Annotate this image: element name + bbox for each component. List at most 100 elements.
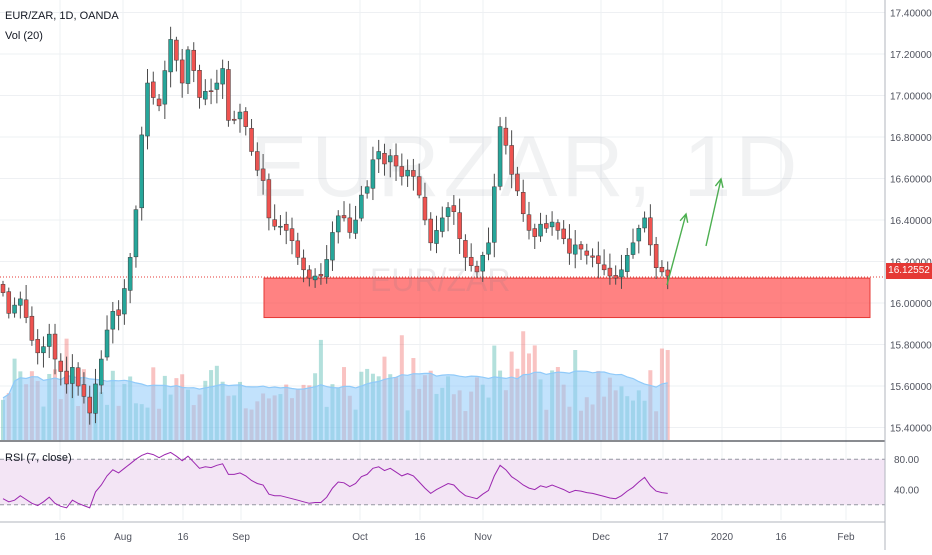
candle (434, 215, 439, 254)
candle (283, 211, 289, 245)
candle-body (318, 274, 324, 277)
candle-body (260, 168, 266, 181)
candles (0, 26, 670, 425)
candle (347, 203, 353, 239)
x-tick-label: Oct (352, 532, 368, 543)
candle-body (289, 228, 295, 242)
candle (359, 185, 364, 222)
candle (75, 362, 81, 396)
candle (145, 68, 150, 150)
x-tick-label: 16 (775, 532, 787, 543)
support-zone[interactable] (263, 277, 871, 319)
candle (99, 350, 104, 394)
candle (590, 248, 595, 268)
candle (307, 265, 312, 287)
candle-body (515, 173, 520, 192)
volume-indicator-label[interactable]: Vol (20) (5, 30, 43, 42)
projection-arrows[interactable] (666, 177, 724, 286)
candle (353, 205, 358, 239)
candle (440, 206, 445, 238)
candle-body (445, 207, 451, 217)
candle-body (590, 255, 595, 258)
candle-body (179, 59, 185, 84)
candle (64, 356, 69, 394)
candle-body (162, 70, 168, 105)
candle-body (416, 176, 422, 196)
candle-body (145, 82, 150, 137)
candle (538, 212, 543, 242)
candle (445, 202, 451, 232)
candle (636, 224, 642, 254)
candle-body (578, 244, 584, 250)
candle-body (278, 225, 283, 228)
candle-body (596, 255, 601, 264)
candle-body (480, 255, 485, 272)
candle (532, 223, 538, 250)
candle (468, 243, 474, 272)
candle-body (503, 127, 509, 146)
symbol-title[interactable]: EUR/ZAR, 1D, OANDA (5, 10, 119, 22)
candle-body (405, 169, 410, 177)
candle-body (428, 218, 433, 244)
candle (370, 146, 376, 201)
rsi-pane (0, 451, 885, 509)
candle (376, 139, 381, 174)
candle-body (139, 134, 144, 209)
candle-body (324, 259, 329, 278)
candle-body (341, 215, 347, 219)
candle (12, 297, 17, 318)
candle (555, 219, 561, 240)
candle (405, 159, 410, 187)
candle (110, 301, 116, 344)
candle (23, 284, 29, 324)
candle (127, 252, 133, 304)
candle-body (64, 370, 69, 385)
candle-body (624, 255, 630, 272)
candle (243, 107, 249, 136)
candle (151, 71, 156, 105)
arrow-shaft (666, 213, 687, 286)
y-tick-label: 17.20000 (890, 50, 932, 61)
y-tick-label: 16.40000 (890, 216, 932, 227)
y-tick-label: 17.40000 (890, 8, 932, 19)
candle-body (555, 222, 561, 231)
candle-body (266, 179, 272, 219)
candle (584, 243, 590, 265)
candle (237, 103, 243, 133)
candle-body (81, 384, 87, 397)
candle (341, 201, 347, 222)
candle-body (497, 126, 503, 187)
candle (220, 59, 225, 99)
y-tick-label: 15.80000 (890, 341, 932, 352)
candle (388, 149, 393, 178)
rsi-indicator-label[interactable]: RSI (7, close) (5, 452, 72, 464)
candle-body (538, 223, 543, 237)
candle-body (75, 367, 81, 387)
candle-body (393, 155, 399, 167)
candle-body (283, 223, 289, 231)
candle (295, 232, 301, 265)
candle (474, 260, 480, 278)
candle (35, 329, 40, 365)
y-tick-label: 15.40000 (890, 424, 932, 435)
candle-body (110, 311, 116, 330)
candle-body (382, 152, 387, 165)
support-zone-rect (263, 277, 871, 319)
candle (87, 385, 92, 425)
candle-body (93, 383, 98, 414)
candle-body (191, 49, 196, 71)
candle (335, 210, 341, 244)
candle (179, 48, 185, 98)
candle (278, 215, 283, 236)
candle (324, 245, 329, 284)
candle-body (526, 214, 532, 231)
candle-body (127, 257, 133, 291)
x-tick-label: 16 (414, 532, 426, 543)
x-tick-label: 17 (657, 532, 669, 543)
candle (93, 368, 98, 424)
candle (289, 217, 295, 255)
candle (630, 228, 636, 259)
